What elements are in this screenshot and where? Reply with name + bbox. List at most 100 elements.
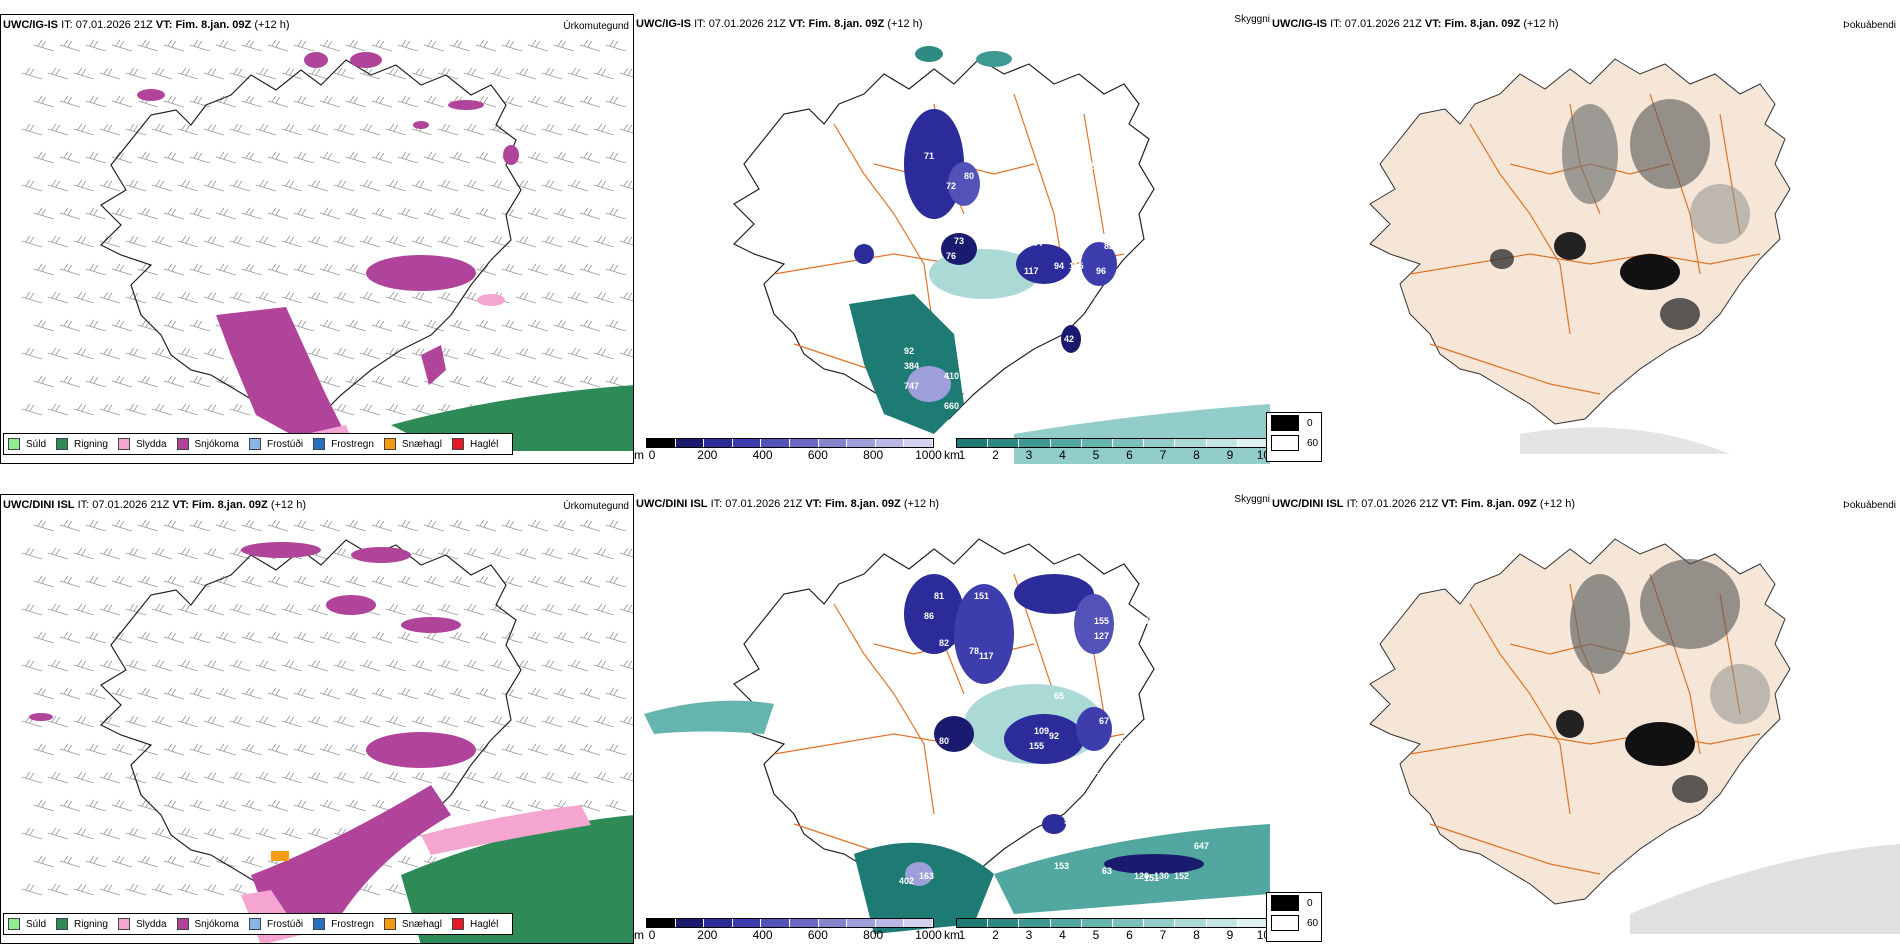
wind-barb [73,123,94,136]
colorbar-bin [957,439,989,447]
legend-label: Slydda [135,438,167,450]
wind-barb [345,319,366,332]
legend-item: Snæhagl [383,918,442,930]
colorbar-bin [1144,439,1176,447]
wind-barb [151,235,172,248]
wind-barb [579,319,600,332]
wind-barb [541,67,562,80]
wind-barb [47,235,68,248]
colorbar-bin [1175,919,1207,927]
wind-barb [229,659,250,672]
wind-barb [371,95,392,108]
wind-barb [371,575,392,588]
wind-barb [579,519,600,532]
model-name: UWC/DINI ISL [3,499,75,511]
wind-barb [567,67,588,80]
wind-barb [229,123,250,136]
wind-barb [541,179,562,192]
wind-barb [553,263,574,276]
wind-barb [463,659,484,672]
wind-barb [541,347,562,360]
visibility-value-label: 82 [939,638,949,648]
wind-barb [475,207,496,220]
panel-header: UWC/IG-IS IT: 07.01.2026 21Z VT: Fim. 8.… [3,19,290,31]
visibility-value-label: 153 [1054,861,1069,871]
fog-fields [1556,559,1900,934]
wind-barb [371,207,392,220]
wind-barb [553,743,574,756]
wind-barb [241,207,262,220]
wind-barb [33,799,54,812]
wind-barb [619,179,633,190]
precip-panel-top: UWC/IG-IS IT: 07.01.2026 21Z VT: Fim. 8.… [0,14,634,464]
wind-barb [241,519,262,532]
visibility-value-label: 120 [1134,871,1149,881]
wind-barb [85,207,106,220]
wind-barb [411,547,432,560]
wind-barb [345,519,366,532]
road-line [1409,253,1761,275]
wind-barb [527,39,548,52]
wind-barb [203,67,224,80]
wind-barb [163,799,184,812]
wind-barb [345,151,366,164]
colorbar-tick: 9 [1226,448,1234,462]
colorbar-tick: 4 [1059,448,1066,462]
wind-barb [605,319,626,332]
wind-barb [619,67,633,78]
wind-barb [463,771,484,784]
colorbar-tick: 6 [1126,448,1133,462]
wind-barb [579,575,600,588]
wind-barb [255,67,276,80]
visibility-value-label: 151 [1144,873,1159,883]
wind-barb [59,39,80,52]
wind-barb [47,603,68,616]
precip-fields [29,542,633,943]
visibility-value-label: 94 [1054,261,1064,271]
wind-barb [99,123,120,136]
wind-barb [189,95,210,108]
wind-barb [151,179,172,192]
wind-barb [255,603,276,616]
wind-barb [359,403,380,416]
fog-legend-row: 0 [1267,893,1321,913]
wind-barb [47,123,68,136]
wind-barb [333,771,354,784]
fog-map [1369,58,1791,454]
wind-barb [215,687,236,700]
wind-barb [333,291,354,304]
wind-barb [619,347,633,358]
wind-barb [319,207,340,220]
wind-barb [73,403,94,416]
legend-label: Súld [26,918,47,930]
wind-barb [137,151,158,164]
legend-item: Súld [8,918,46,930]
wind-barb [99,347,120,360]
wind-barb [47,403,68,416]
visibility-value-label: 92 [904,346,914,356]
wind-barb [177,827,198,840]
vt-label: VT: [155,19,173,31]
wind-barb [307,235,328,248]
wind-barb [593,235,614,248]
legend-label: Snjókoma [194,918,239,930]
wind-barb [281,659,302,672]
wind-barb [501,799,522,812]
wind-barb [345,799,366,812]
wind-barb [163,743,184,756]
visibility-value-label: 84 [1094,296,1104,306]
wind-barb [203,291,224,304]
fog-legend-label: 0 [1307,897,1313,909]
wind-barb [411,659,432,672]
wind-barb [203,883,224,896]
wind-barb [215,743,236,756]
wind-barb [59,743,80,756]
visibility-value-label: 402 [899,876,914,886]
wind-barb [475,519,496,532]
wind-barb [411,771,432,784]
wind-barb [125,547,146,560]
colorbar-bin [1206,919,1238,927]
visibility-value-label: 86 [924,611,934,621]
legend-label: Rigning [74,918,108,930]
wind-barb [255,659,276,672]
